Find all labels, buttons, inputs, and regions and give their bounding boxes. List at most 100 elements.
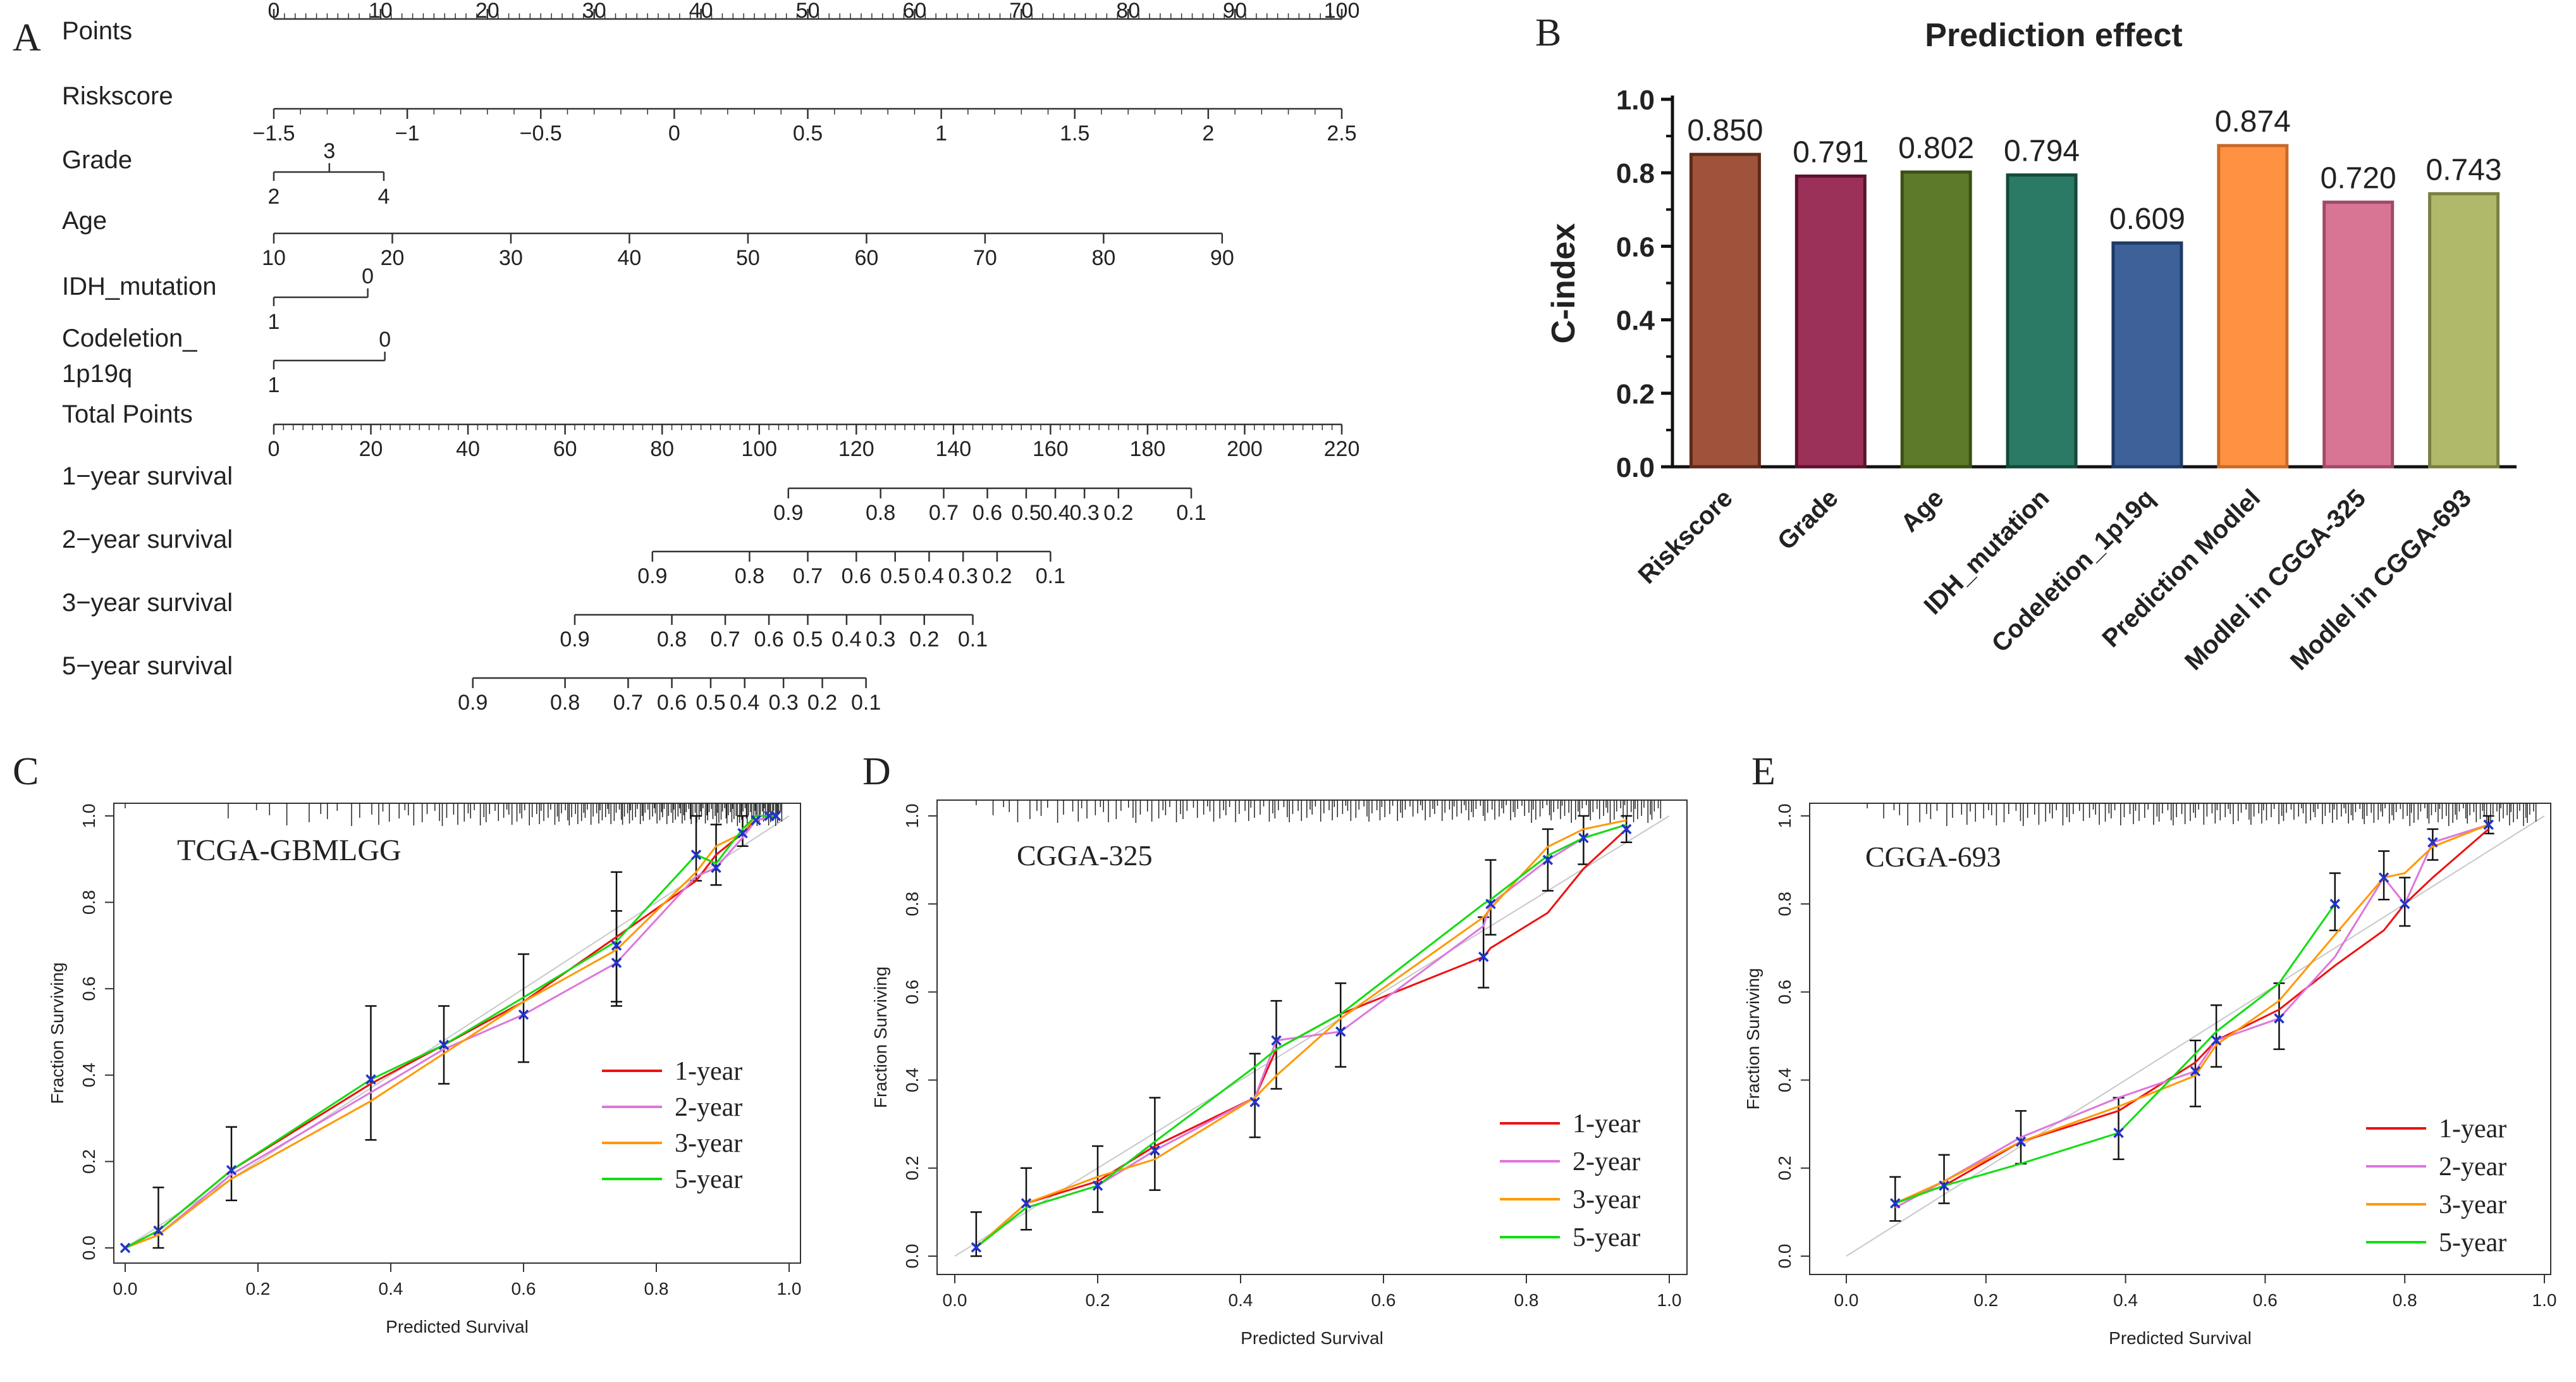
row-0-tick-label: 40 (689, 0, 713, 23)
series-line-5-year (975, 824, 1627, 1249)
y-tick-label: 0.2 (1616, 379, 1655, 410)
panel-b-bar-chart: Prediction effect C-index 0.0 0.2 0.4 0.6 0.8 1… (1545, 17, 2517, 676)
row-1-label: Riskscore (62, 82, 173, 110)
observed-point (611, 957, 622, 968)
observed-point (1249, 1097, 1260, 1107)
observed-point (2329, 898, 2341, 910)
x-tick-label: 0.6 (512, 1279, 536, 1299)
y-tick-label: 1.0 (902, 804, 922, 829)
panel-label-b: B (1535, 11, 1561, 54)
x-tick-label: Riskscore (1633, 484, 1738, 589)
legend-label: 3-year (2439, 1190, 2506, 1219)
row-10-tick-label: 0.1 (851, 691, 881, 715)
bar-value-label: 0.850 (1687, 114, 1763, 147)
row-0-tick-label: 20 (475, 0, 500, 23)
plot-frame (1809, 803, 2551, 1275)
row-10-tick-label: 0.2 (807, 691, 837, 715)
row-3-tick-label: 40 (618, 246, 642, 270)
row-6-tick-label: 100 (741, 437, 777, 461)
series-line-3-year (975, 819, 1627, 1249)
row-8-tick-label: 0.4 (914, 564, 944, 588)
observed-point (2483, 819, 2494, 830)
row-7-tick-label: 0.7 (929, 501, 959, 525)
y-axis-label: Fraction Surviving (1743, 968, 1763, 1109)
bar-4 (2111, 241, 2183, 469)
bar-0 (1689, 152, 1761, 469)
row-0-label: Points (62, 17, 132, 45)
observed-point (1485, 898, 1496, 910)
y-axis-label: C-index (1545, 223, 1582, 344)
row-1-tick-label: 2 (1202, 121, 1214, 145)
x-tick-label: 0.2 (246, 1279, 271, 1299)
row-2-label: Grade (62, 146, 132, 174)
bar-1 (1794, 174, 1867, 469)
panel-e-calibration-plot: 0.0 0.2 0.4 0.6 0.8 1.0 0.0 0.2 0.4 0.6 0.8 1.0 Pred… (1743, 803, 2556, 1348)
x-tick-label: 0.0 (113, 1279, 138, 1299)
row-5-tick-label: 0 (379, 328, 391, 352)
observed-point (438, 1039, 450, 1051)
x-tick-label: 0.4 (1229, 1290, 1253, 1310)
bar-value-label: 0.743 (2426, 153, 2502, 187)
row-6-label: Total Points (62, 400, 193, 428)
y-tick-label: 0.6 (1616, 231, 1655, 262)
row-7-tick-label: 0.3 (1069, 501, 1099, 525)
row-3-tick-label: 80 (1091, 246, 1115, 270)
observed-point (1021, 1198, 1032, 1209)
row-9-tick-label: 0.7 (710, 627, 740, 651)
row-8-tick-label: 0.5 (880, 564, 910, 588)
x-tick-label: Modlel in CGGA-693 (2285, 484, 2477, 676)
row-6-tick-label: 120 (838, 437, 874, 461)
y-axis-label: Fraction Surviving (47, 962, 67, 1104)
row-6-tick-label: 200 (1227, 437, 1263, 461)
x-tick-label: 0.8 (644, 1279, 669, 1299)
row-1-tick-label: 0.5 (793, 121, 823, 145)
observed-point (2015, 1136, 2027, 1147)
legend-label: 2-year (2439, 1152, 2506, 1181)
row-7-tick-label: 0.2 (1103, 501, 1133, 525)
panel-label-d: D (862, 750, 891, 793)
observed-point (153, 1225, 164, 1236)
row-10-label: 5−year survival (62, 652, 233, 680)
legend-label: 1-year (1573, 1109, 1640, 1138)
row-8-tick-label: 0.3 (948, 564, 978, 588)
series-line-2-year (1894, 824, 2489, 1209)
observed-point (1542, 854, 1554, 865)
x-tick-label: 0.2 (1973, 1290, 1998, 1310)
dataset-annotation: CGGA-325 (1017, 839, 1153, 872)
row-1-tick-label: 1 (935, 121, 947, 145)
observed-point (2399, 898, 2410, 910)
observed-point (737, 828, 748, 839)
y-tick-label: 0.6 (902, 980, 922, 1004)
observed-point (1939, 1180, 1949, 1191)
row-3-tick-label: 70 (973, 246, 997, 270)
observed-point (690, 849, 702, 860)
bar-3 (2006, 173, 2078, 469)
bar-value-label: 0.609 (2109, 202, 2185, 236)
row-2-tick-label: 4 (378, 185, 390, 209)
row-10-tick-label: 0.7 (613, 691, 643, 715)
panel-label-a: A (13, 16, 41, 59)
x-axis-label: Predicted Survival (386, 1317, 529, 1336)
row-1-tick-label: 0 (668, 121, 680, 145)
bar-value-label: 0.802 (1898, 132, 1974, 165)
y-tick-label: 0.0 (1775, 1244, 1794, 1269)
row-8-label: 2−year survival (62, 526, 233, 553)
x-tick-label: 0.6 (1371, 1290, 1396, 1310)
panel-label-e: E (1751, 750, 1776, 793)
row-10-tick-label: 0.5 (696, 691, 725, 715)
row-6-tick-label: 180 (1130, 437, 1166, 461)
row-2-tick-label: 3 (323, 139, 335, 163)
series-line-5-year (125, 815, 776, 1249)
observed-point (1271, 1035, 1282, 1046)
observed-point (1092, 1180, 1103, 1191)
x-axis-label: Predicted Survival (2109, 1328, 2252, 1348)
row-9-tick-label: 0.2 (909, 627, 939, 651)
row-7-tick-label: 0.1 (1176, 501, 1206, 525)
panel-label-c: C (13, 750, 39, 793)
bar-2 (1900, 170, 1972, 469)
x-tick-label: 0.0 (1834, 1290, 1859, 1310)
row-0-tick-label: 80 (1116, 0, 1140, 23)
row-7-tick-label: 0.4 (1040, 501, 1070, 525)
row-9-tick-label: 0.5 (793, 627, 823, 651)
